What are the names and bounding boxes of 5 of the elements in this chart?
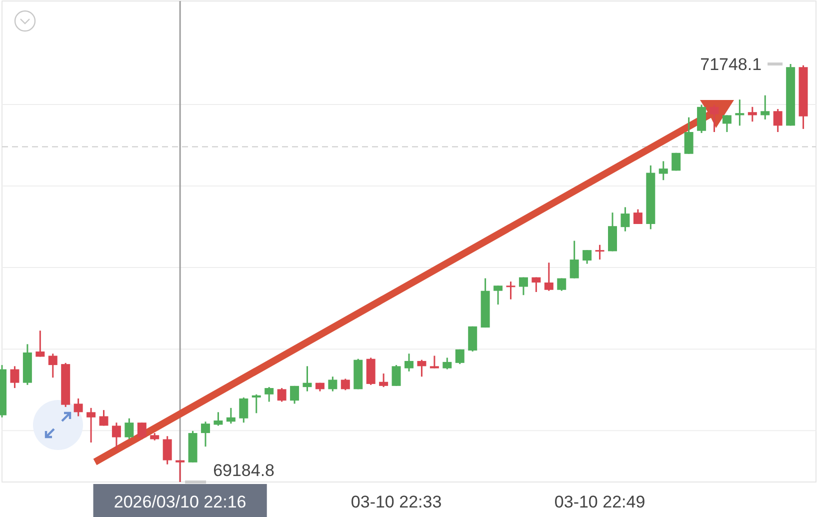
ref-line-label: 2026/03/10 22:16: [114, 492, 246, 512]
x-tick-label: 03-10 22:49: [554, 492, 646, 512]
x-tick-label: 03-10 22:33: [350, 492, 442, 512]
annotation: 69184.8: [213, 460, 275, 480]
annotation: 71748.1: [700, 54, 762, 74]
